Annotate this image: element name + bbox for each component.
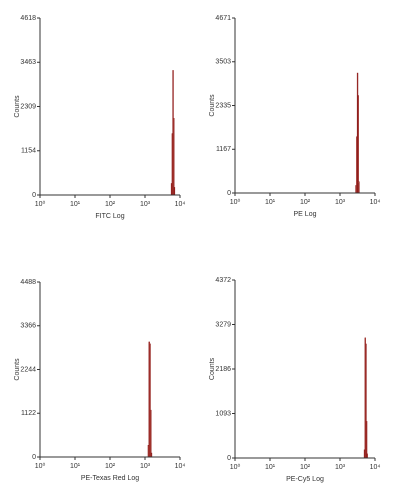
x-tick-label: 10⁴ (370, 464, 381, 471)
histogram-bar (366, 421, 368, 459)
y-tick-label: 4671 (215, 15, 231, 22)
x-tick-label: 10¹ (70, 463, 81, 470)
y-tick-label: 2309 (20, 103, 36, 110)
x-tick-label: 10⁰ (230, 463, 241, 471)
x-tick-label: 10³ (140, 463, 151, 470)
x-tick-label: 10² (105, 463, 116, 470)
x-tick-label: 10¹ (265, 464, 276, 471)
x-axis-label: PE-Cy5 Log (286, 476, 324, 483)
x-tick-label: 10⁰ (35, 462, 46, 470)
y-axis-label: Counts (14, 358, 21, 381)
y-tick-label: 4372 (215, 277, 231, 284)
histogram-bar (150, 452, 153, 458)
x-axis-label: PE-Texas Red Log (81, 475, 139, 482)
histogram-bar (366, 453, 368, 459)
y-tick-label: 4488 (20, 279, 36, 286)
histogram-bar (173, 118, 175, 196)
y-tick-label: 1093 (215, 410, 231, 417)
y-tick-label: 0 (32, 454, 36, 461)
x-axis-label: PE Log (294, 211, 317, 218)
y-tick-label: 1167 (216, 146, 231, 153)
y-axis-label: Counts (209, 94, 216, 117)
x-tick-label: 10⁰ (230, 198, 241, 206)
histogram-bar (150, 409, 152, 458)
y-tick-label: 0 (227, 455, 231, 462)
x-tick-label: 10¹ (70, 201, 81, 208)
y-tick-label: 1154 (21, 148, 36, 155)
histogram-bar (173, 187, 176, 196)
y-tick-label: 3366 (20, 323, 36, 330)
y-axis-label: Counts (209, 357, 216, 380)
x-tick-label: 10⁴ (175, 463, 186, 470)
y-axis-label: Counts (14, 95, 21, 118)
x-tick-label: 10³ (140, 201, 151, 208)
x-tick-label: 10³ (335, 199, 346, 206)
x-tick-label: 10² (300, 199, 311, 206)
x-axis-label: FITC Log (95, 213, 124, 220)
y-tick-label: 3503 (215, 59, 231, 66)
x-tick-label: 10¹ (265, 199, 276, 206)
histogram-bar (358, 181, 360, 194)
y-tick-label: 3279 (215, 321, 231, 328)
y-tick-label: 1122 (21, 410, 36, 417)
y-tick-label: 4618 (20, 15, 36, 22)
x-tick-label: 10² (300, 464, 311, 471)
y-tick-label: 2335 (215, 102, 231, 109)
x-tick-label: 10⁴ (175, 201, 186, 208)
y-tick-label: 2244 (20, 366, 36, 373)
histogram-bar (357, 95, 359, 194)
x-tick-label: 10³ (335, 464, 346, 471)
x-tick-label: 10⁴ (370, 199, 381, 206)
y-tick-label: 2186 (215, 366, 231, 373)
x-tick-label: 10⁰ (35, 200, 46, 208)
y-tick-label: 0 (32, 192, 36, 199)
x-tick-label: 10² (105, 201, 116, 208)
y-tick-label: 3463 (20, 59, 36, 66)
y-tick-label: 0 (227, 190, 231, 197)
